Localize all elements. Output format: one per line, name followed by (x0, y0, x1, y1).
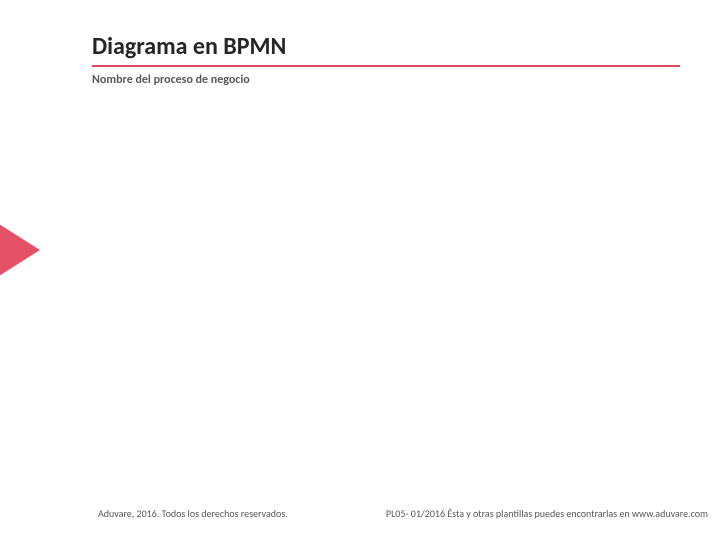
footer-template-ref: PL05- 01/2016 Ésta y otras plantillas pu… (386, 507, 708, 520)
page-subtitle: Nombre del proceso de negocio (92, 73, 680, 87)
header: Diagrama en BPMN Nombre del proceso de n… (92, 32, 680, 87)
footer: Aduvare, 2016. Todos los derechos reserv… (98, 507, 708, 520)
page-title: Diagrama en BPMN (92, 32, 680, 67)
footer-copyright: Aduvare, 2016. Todos los derechos reserv… (98, 507, 288, 520)
brand-decor-icon (0, 155, 80, 345)
